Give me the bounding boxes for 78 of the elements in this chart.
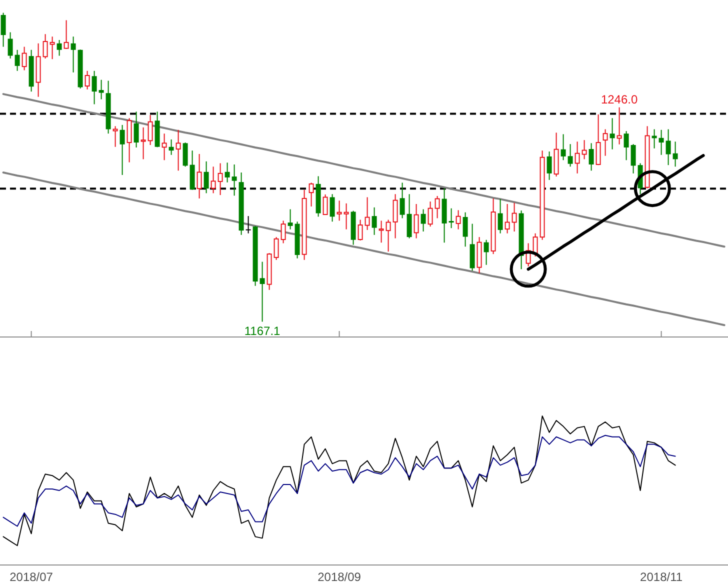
candlestick	[456, 210, 461, 230]
candlestick	[126, 118, 132, 163]
candlestick	[484, 239, 489, 266]
candlestick	[630, 144, 636, 174]
candlestick	[610, 118, 615, 150]
candlestick	[330, 194, 335, 222]
candlestick	[218, 162, 223, 196]
candlestick	[448, 208, 454, 229]
candlestick	[420, 208, 426, 232]
annotation: 1246.0	[600, 92, 638, 106]
candlestick	[14, 49, 20, 72]
candlestick	[574, 141, 580, 174]
candlestick	[84, 70, 90, 90]
x-tick-label: 2018/07	[10, 570, 54, 584]
candlestick	[0, 12, 6, 48]
candlestick	[168, 138, 174, 156]
candlestick	[596, 114, 601, 166]
candlestick	[232, 164, 237, 196]
candlestick	[504, 204, 510, 234]
candlestick	[280, 220, 286, 244]
candlestick	[392, 194, 398, 239]
candlestick	[386, 219, 391, 252]
candlestick	[616, 106, 622, 145]
candlestick	[512, 202, 517, 232]
candlestick	[358, 219, 363, 241]
candlestick	[672, 141, 678, 168]
candlestick	[148, 114, 153, 146]
candlestick	[414, 204, 419, 239]
candlestick	[56, 39, 62, 56]
candlestick	[274, 236, 279, 260]
candlestick	[210, 166, 216, 194]
candlestick	[378, 220, 384, 244]
candlestick	[560, 134, 566, 161]
candlestick	[336, 200, 342, 222]
candlestick	[8, 32, 13, 60]
candlestick	[582, 140, 587, 160]
candlestick	[588, 142, 594, 172]
candlestick	[260, 261, 265, 322]
candlestick	[322, 194, 328, 216]
candlestick	[112, 126, 118, 148]
candlestick	[498, 198, 503, 234]
candlestick	[658, 129, 664, 156]
candlestick	[568, 144, 573, 168]
candlestick	[42, 34, 48, 60]
candlestick	[70, 36, 76, 73]
candlestick	[196, 153, 202, 199]
candlestick	[344, 202, 349, 230]
candlestick	[666, 128, 671, 166]
candlestick	[224, 162, 230, 183]
candlestick	[92, 70, 97, 105]
annotation: 1167.1	[244, 324, 281, 338]
candlestick	[406, 194, 412, 239]
candlestick	[434, 195, 440, 219]
candlestick	[162, 133, 167, 161]
candlestick	[372, 206, 377, 236]
candlestick	[182, 142, 188, 168]
candlestick	[246, 216, 251, 234]
x-tick-label: 2018/11	[640, 570, 683, 584]
candlestick	[462, 212, 468, 248]
candlestick	[22, 46, 27, 71]
candlestick	[176, 129, 181, 172]
candlestick	[602, 128, 608, 156]
candlestick	[134, 111, 139, 148]
candlestick	[400, 182, 405, 219]
candlestick	[120, 124, 125, 176]
candlestick	[204, 160, 209, 194]
candlestick	[288, 208, 293, 230]
candlestick	[308, 182, 314, 207]
candlestick	[140, 126, 146, 160]
candlestick	[50, 36, 55, 60]
candlestick	[428, 201, 433, 228]
candlestick	[652, 128, 657, 149]
candlestick	[98, 79, 104, 100]
candlestick	[364, 196, 370, 230]
x-tick-label: 2018/09	[318, 570, 362, 584]
candlestick	[624, 130, 629, 161]
candlestick	[546, 150, 552, 180]
candlestick	[64, 20, 69, 50]
